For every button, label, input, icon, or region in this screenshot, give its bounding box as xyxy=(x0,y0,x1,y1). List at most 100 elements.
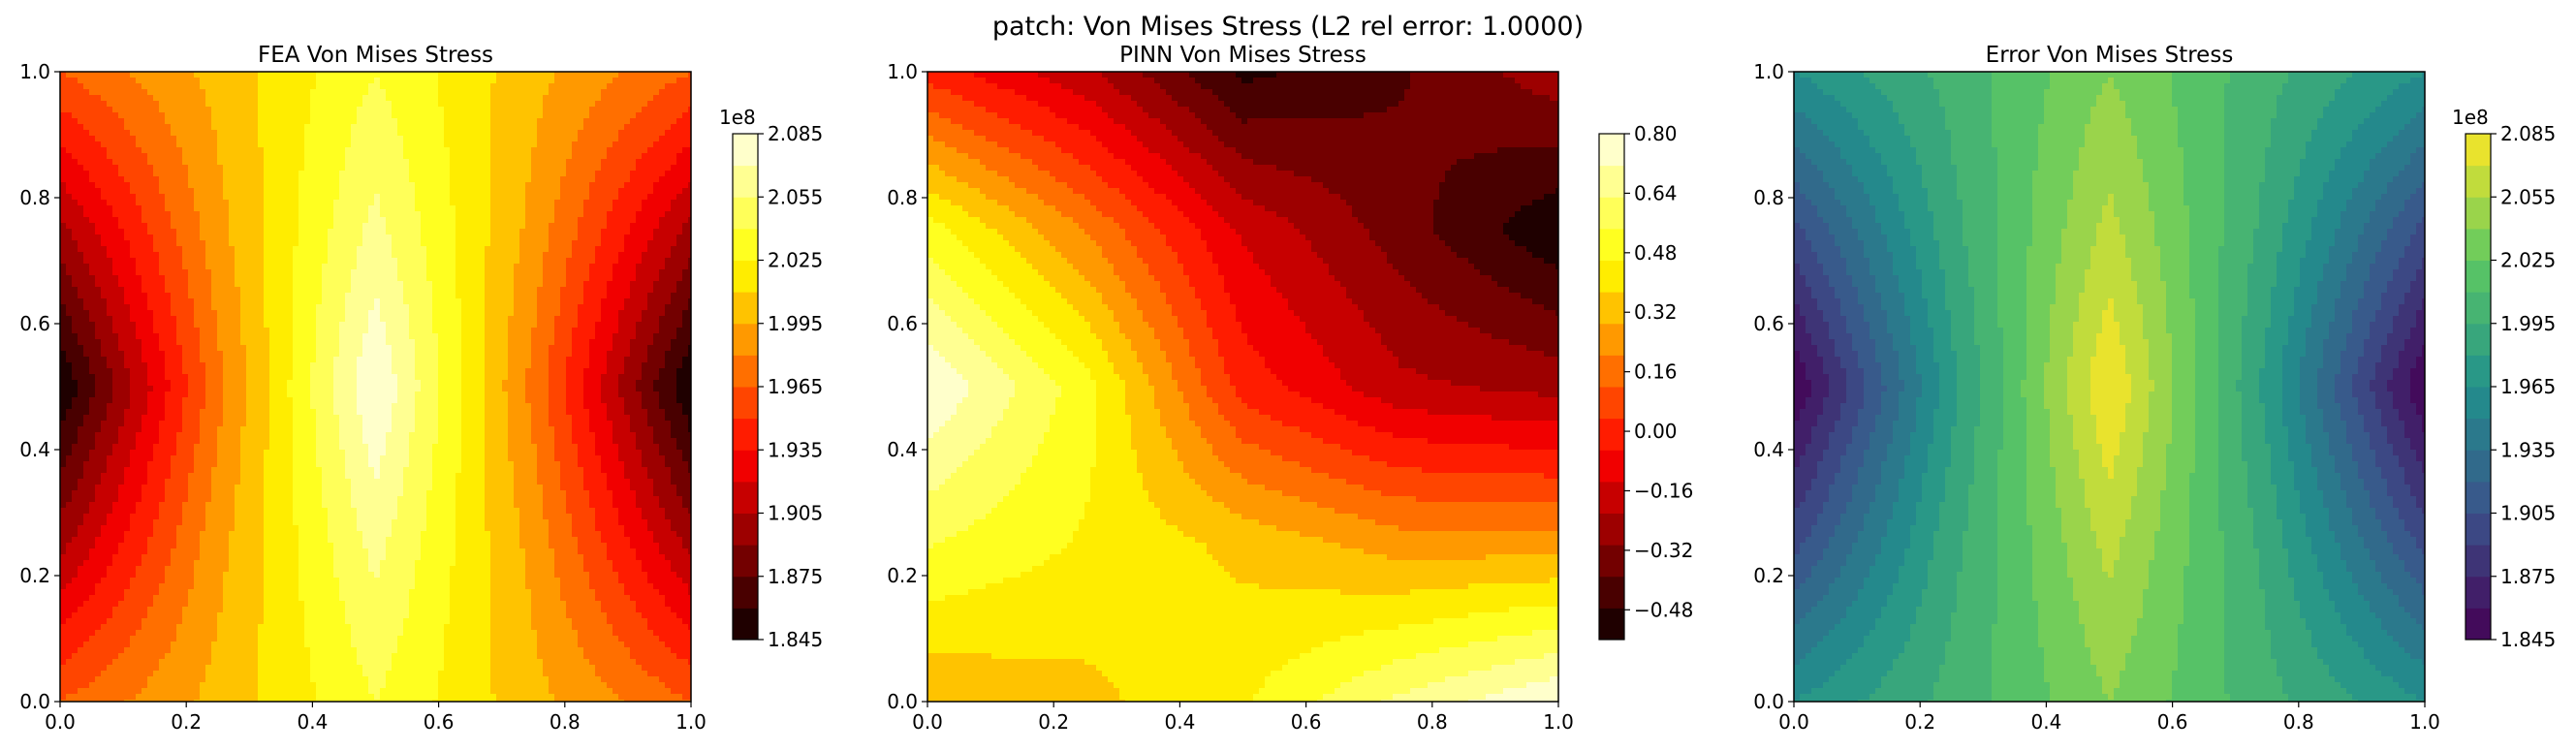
contour-cell xyxy=(205,176,211,182)
contour-cell xyxy=(595,95,601,101)
contour-cell xyxy=(304,95,310,101)
contour-cell xyxy=(537,165,543,171)
contour-cell xyxy=(66,159,72,165)
contour-cell xyxy=(485,78,490,83)
contour-cell xyxy=(450,171,456,176)
contour-cell xyxy=(60,165,66,171)
contour-cell xyxy=(246,194,252,200)
contour-cell xyxy=(636,72,642,78)
contour-cell xyxy=(397,176,403,182)
contour-cell xyxy=(304,147,310,153)
contour-cell xyxy=(450,107,456,112)
contour-cell xyxy=(141,72,147,78)
contour-cell xyxy=(310,124,316,130)
contour-cell xyxy=(566,89,572,95)
contour-cell xyxy=(665,147,671,153)
contour-cell xyxy=(392,200,397,205)
contour-cell xyxy=(112,130,118,136)
contour-cell xyxy=(467,188,473,194)
contour-cell xyxy=(676,200,682,205)
contour-cell xyxy=(514,200,519,205)
contour-cell xyxy=(95,165,101,171)
contour-cell xyxy=(438,83,444,89)
contour-cell xyxy=(211,89,217,95)
contour-cell xyxy=(560,141,566,147)
contour-cell xyxy=(293,107,298,112)
contour-cell xyxy=(78,176,83,182)
contour-cell xyxy=(130,194,136,200)
contour-cell xyxy=(595,205,601,211)
contour-cell xyxy=(624,165,630,171)
contour-cell xyxy=(386,223,392,229)
contour-cell xyxy=(508,112,514,118)
contour-cell xyxy=(607,223,613,229)
contour-cell xyxy=(531,95,537,101)
contour-cell xyxy=(490,159,496,165)
contour-cell xyxy=(421,101,426,107)
contour-cell xyxy=(124,136,130,141)
contour-cell xyxy=(275,112,281,118)
contour-cell xyxy=(380,211,386,217)
contour-cell xyxy=(531,153,537,159)
contour-cell xyxy=(438,205,444,211)
contour-cell xyxy=(293,83,298,89)
contour-cell xyxy=(473,147,479,153)
contour-cell xyxy=(473,112,479,118)
contour-cell xyxy=(409,194,415,200)
contour-cell xyxy=(281,159,287,165)
contour-cell xyxy=(496,200,502,205)
contour-cell xyxy=(450,165,456,171)
contour-cell xyxy=(269,83,275,89)
contour-cell xyxy=(636,118,642,124)
contour-cell xyxy=(328,194,333,200)
contour-cell xyxy=(642,112,647,118)
contour-cell xyxy=(298,83,304,89)
contour-cell xyxy=(421,159,426,165)
contour-cell xyxy=(444,171,450,176)
contour-cell xyxy=(101,171,107,176)
contour-cell xyxy=(380,89,386,95)
contour-cell xyxy=(112,194,118,200)
contour-cell xyxy=(258,78,264,83)
contour-cell xyxy=(293,171,298,176)
contour-cell xyxy=(293,95,298,101)
contour-cell xyxy=(264,188,269,194)
contour-cell xyxy=(246,112,252,118)
contour-cell xyxy=(351,118,357,124)
contour-cell xyxy=(118,83,124,89)
contour-cell xyxy=(304,136,310,141)
contour-cell xyxy=(461,118,467,124)
contour-cell xyxy=(269,182,275,188)
contour-cell xyxy=(240,188,246,194)
contour-cell xyxy=(275,205,281,211)
contour-cell xyxy=(124,112,130,118)
contour-cell xyxy=(473,217,479,223)
contour-cell xyxy=(467,147,473,153)
contour-cell xyxy=(60,107,66,112)
contour-cell xyxy=(130,182,136,188)
contour-cell xyxy=(153,141,159,147)
contour-cell xyxy=(444,136,450,141)
contour-cell xyxy=(66,72,72,78)
contour-cell xyxy=(101,194,107,200)
contour-cell xyxy=(229,124,235,130)
contour-cell xyxy=(403,165,409,171)
contour-cell xyxy=(275,165,281,171)
contour-cell xyxy=(304,176,310,182)
contour-cell xyxy=(368,112,374,118)
contour-cell xyxy=(647,182,653,188)
contour-cell xyxy=(188,223,194,229)
contour-cell xyxy=(554,89,560,95)
contour-cell xyxy=(543,83,549,89)
contour-cell xyxy=(432,141,438,147)
contour-cell xyxy=(636,200,642,205)
contour-cell xyxy=(147,124,153,130)
contour-cell xyxy=(130,159,136,165)
contour-cell xyxy=(171,211,176,217)
contour-cell xyxy=(595,78,601,83)
contour-cell xyxy=(409,95,415,101)
contour-cell xyxy=(659,83,665,89)
contour-cell xyxy=(240,83,246,89)
contour-cell xyxy=(386,107,392,112)
contour-cell xyxy=(304,72,310,78)
